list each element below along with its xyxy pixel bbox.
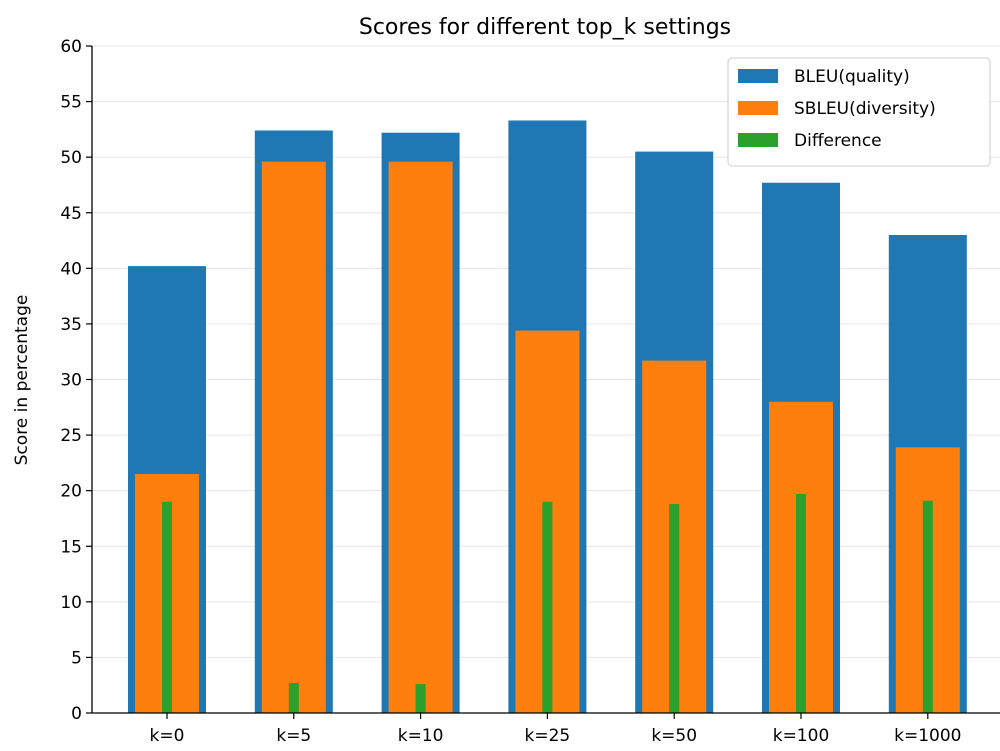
legend: BLEU(quality) SBLEU(diversity) Difference <box>727 57 991 167</box>
legend-label: SBLEU(diversity) <box>794 99 936 119</box>
legend-label: Difference <box>794 131 882 151</box>
bar-k=100-series-3 <box>796 494 806 713</box>
y-tick-label: 55 <box>60 93 82 113</box>
legend-box <box>727 57 991 167</box>
bar-k=5-series-2 <box>261 161 326 713</box>
y-tick-label: 30 <box>60 371 82 391</box>
x-tick-label: k=1000 <box>894 726 961 746</box>
bar-k=10-series-3 <box>415 684 426 713</box>
legend-label: BLEU(quality) <box>794 67 910 87</box>
x-tick-label: k=0 <box>150 726 185 746</box>
bar-k=25-series-3 <box>542 501 553 713</box>
bar-k=0-series-3 <box>162 501 172 713</box>
y-axis-title: Score in percentage <box>12 295 32 466</box>
y-tick-label: 40 <box>60 259 82 279</box>
x-tick-label: k=50 <box>651 726 697 746</box>
bar-k=50-series-3 <box>669 504 680 713</box>
chart-title: Scores for different top_k settings <box>359 15 731 40</box>
x-tick-label: k=25 <box>525 726 571 746</box>
bar-k=5-series-3 <box>288 682 299 713</box>
bars <box>128 120 967 714</box>
bar-k=10-series-2 <box>388 161 453 713</box>
y-tick-label: 10 <box>60 593 82 613</box>
y-tick-label: 60 <box>60 37 82 57</box>
y-tick-label: 35 <box>60 315 82 335</box>
x-tick-label: k=5 <box>276 726 311 746</box>
y-tick-label: 25 <box>60 426 82 446</box>
y-tick-label: 15 <box>60 537 82 557</box>
y-tick-label: 5 <box>71 648 82 668</box>
x-tick-label: k=100 <box>773 726 830 746</box>
legend-swatch <box>738 69 778 83</box>
x-tick-label: k=10 <box>398 726 444 746</box>
y-tick-label: 0 <box>71 704 82 724</box>
bar-k=1000-series-3 <box>922 500 933 713</box>
y-tick-label: 50 <box>60 148 82 168</box>
legend-swatch <box>738 133 778 147</box>
legend-swatch <box>738 101 778 115</box>
y-tick-label: 20 <box>60 482 82 502</box>
axes: 0 5 10 15 20 25 30 35 40 45 50 55 60 k=0 k=5 k=10 k=25 k=… <box>60 37 1000 746</box>
y-tick-label: 45 <box>60 204 82 224</box>
